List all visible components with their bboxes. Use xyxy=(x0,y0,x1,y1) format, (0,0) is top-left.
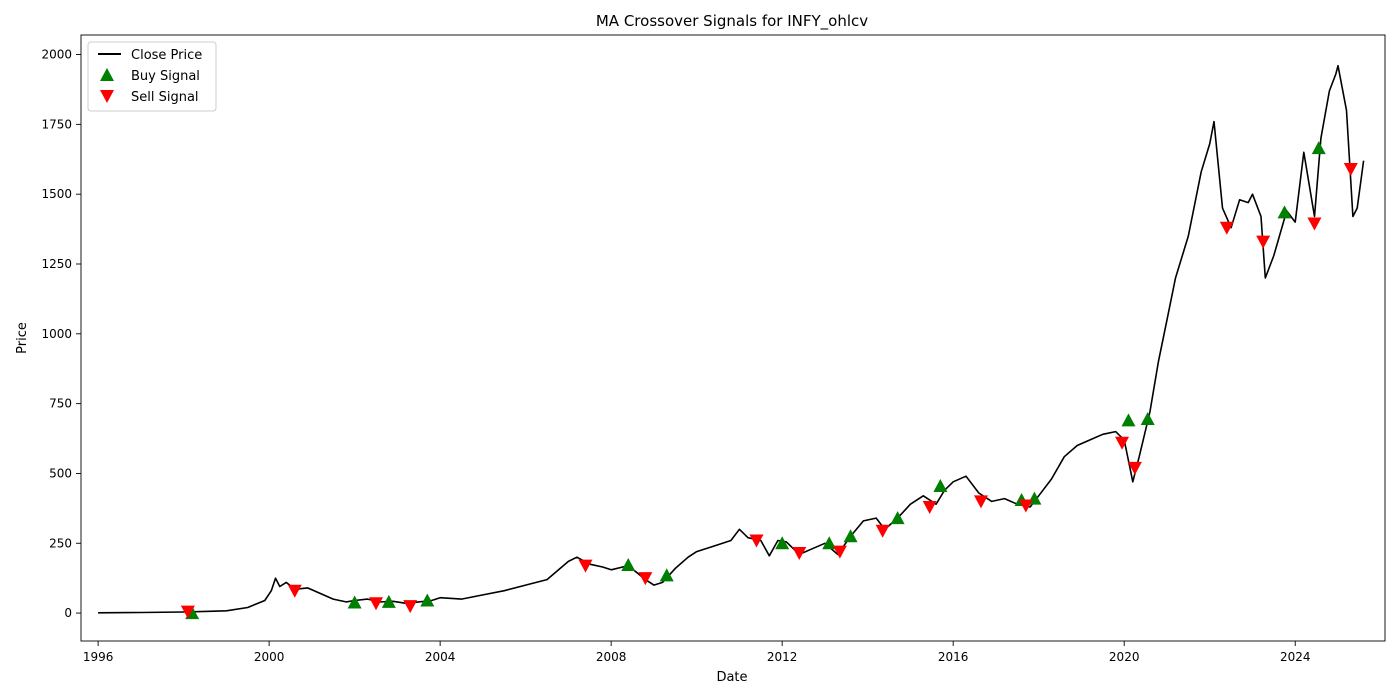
sell-signal-marker xyxy=(792,547,807,561)
sell-signal-marker xyxy=(922,500,937,514)
buy-signal-marker xyxy=(1311,141,1326,155)
y-tick-label: 1750 xyxy=(41,117,72,131)
legend-buy-signal-swatch xyxy=(100,68,114,81)
buy-signal-marker xyxy=(621,558,636,572)
sell-signal-marker xyxy=(403,600,418,614)
y-tick-label: 1250 xyxy=(41,257,72,271)
x-tick-label: 2008 xyxy=(596,650,627,664)
x-axis: 1996 2000 2004 2008 2012 2016 2020 2024 xyxy=(83,641,1311,664)
sell-signal-marker xyxy=(749,534,764,548)
y-tick-label: 0 xyxy=(64,606,72,620)
x-axis-label: Date xyxy=(716,670,747,685)
buy-signal-marker xyxy=(1277,205,1292,219)
sell-signal-marker xyxy=(578,559,593,573)
y-tick-label: 1500 xyxy=(41,187,72,201)
buy-signal-marker xyxy=(1140,411,1155,425)
x-tick-label: 2020 xyxy=(1109,650,1140,664)
sell-signal-marker xyxy=(1018,499,1033,513)
plot-frame xyxy=(80,34,1386,642)
plot-area: 1996 2000 2004 2008 2012 2016 2020 2024 0 250 500… xyxy=(41,34,1386,664)
sell-signal-marker xyxy=(1307,217,1322,231)
x-tick-label: 2024 xyxy=(1280,650,1311,664)
sell-signal-marker xyxy=(287,584,302,598)
x-tick-label: 2016 xyxy=(938,650,969,664)
buy-signal-marker xyxy=(843,529,858,543)
legend-buy-signal-label: Buy Signal xyxy=(131,69,200,84)
sell-signal-marker xyxy=(180,605,195,619)
sell-signal-layer xyxy=(180,163,1358,619)
y-tick-label: 1000 xyxy=(41,327,72,341)
legend-sell-signal-label: Sell Signal xyxy=(131,90,199,105)
sell-signal-marker xyxy=(875,524,890,538)
y-axis: 0 250 500 750 1000 1250 1500 1750 2000 xyxy=(41,48,81,620)
buy-signal-marker xyxy=(775,536,790,550)
legend-close-price-label: Close Price xyxy=(131,48,202,63)
y-tick-label: 500 xyxy=(49,466,72,480)
sell-signal-marker xyxy=(1127,461,1142,475)
sell-signal-marker xyxy=(1219,221,1234,235)
buy-signal-marker xyxy=(933,479,948,493)
buy-signal-marker xyxy=(347,595,362,609)
y-tick-label: 250 xyxy=(49,536,72,550)
y-tick-label: 750 xyxy=(49,397,72,411)
x-tick-label: 1996 xyxy=(83,650,114,664)
x-tick-label: 2012 xyxy=(767,650,798,664)
legend: Close Price Buy Signal Sell Signal xyxy=(87,41,217,112)
chart-title: MA Crossover Signals for INFY_ohlcv xyxy=(596,12,868,31)
y-tick-label: 2000 xyxy=(41,48,72,62)
buy-signal-marker xyxy=(890,511,905,525)
buy-signal-marker xyxy=(822,536,837,550)
sell-signal-marker xyxy=(973,495,988,509)
buy-signal-marker xyxy=(659,568,674,582)
sell-signal-marker xyxy=(1115,436,1130,450)
buy-signal-marker xyxy=(1121,413,1136,427)
sell-signal-marker xyxy=(1343,163,1358,177)
sell-signal-marker xyxy=(1256,235,1271,249)
sell-signal-marker xyxy=(832,545,847,559)
x-tick-label: 2000 xyxy=(254,650,285,664)
x-tick-label: 2004 xyxy=(425,650,456,664)
buy-signal-marker xyxy=(381,594,396,608)
y-axis-label: Price xyxy=(15,322,30,354)
legend-box xyxy=(87,41,217,112)
sell-signal-marker xyxy=(369,597,384,611)
sell-signal-marker xyxy=(638,572,653,586)
buy-signal-marker xyxy=(420,593,435,607)
legend-sell-signal-swatch xyxy=(100,90,114,103)
